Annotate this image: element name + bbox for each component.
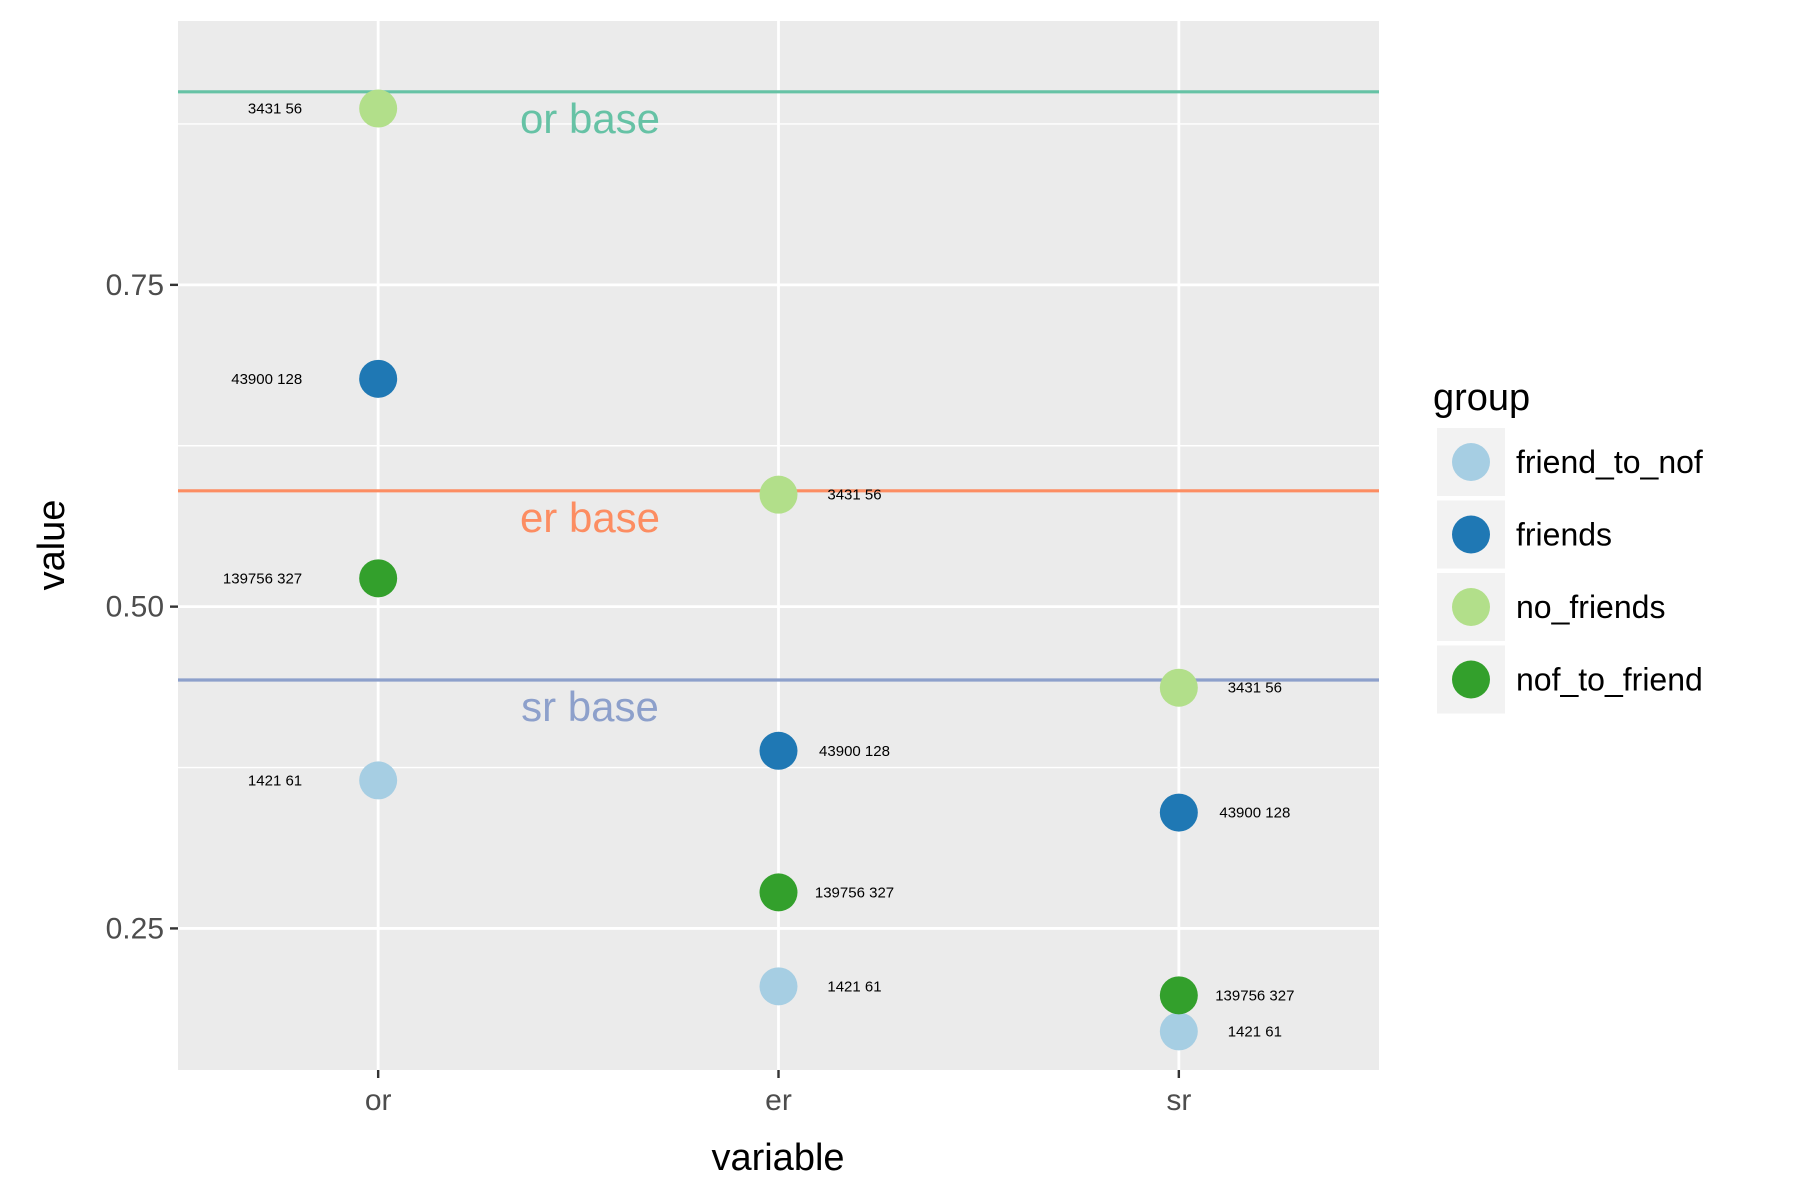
data-point xyxy=(1159,976,1198,1015)
point-labels: 1421 61 1421 61 1421 61 43900 128 43900 128 4… xyxy=(223,101,1295,1041)
y-tick-label: 0.25 xyxy=(106,912,164,945)
x-tick-label: or xyxy=(365,1084,392,1117)
point-label: 3431 56 xyxy=(248,101,302,118)
data-point xyxy=(1159,1012,1198,1051)
legend-swatch xyxy=(1452,515,1490,554)
data-point xyxy=(759,873,798,912)
legend-label: friends xyxy=(1516,517,1612,553)
x-tick-label: er xyxy=(765,1084,792,1117)
point-label: 3431 56 xyxy=(827,487,881,504)
reference-line-label: sr base xyxy=(521,683,659,730)
data-point xyxy=(359,559,398,598)
point-label: 139756 327 xyxy=(223,570,302,587)
legend-swatch xyxy=(1452,660,1490,699)
legend-swatch xyxy=(1452,588,1490,626)
x-axis: or er sr xyxy=(365,1070,1191,1117)
point-label: 43900 128 xyxy=(231,371,302,388)
reference-line-label: er base xyxy=(520,494,660,541)
x-axis-title: variable xyxy=(711,1137,844,1179)
legend-label: friend_to_nof xyxy=(1516,444,1703,480)
data-point xyxy=(759,967,798,1006)
legend-title: group xyxy=(1433,377,1530,419)
data-point xyxy=(359,761,398,800)
data-point xyxy=(759,475,798,514)
legend-swatch xyxy=(1452,443,1490,481)
point-label: 139756 327 xyxy=(815,884,894,901)
y-axis: 0.25 0.50 0.75 xyxy=(106,269,178,945)
data-point xyxy=(1159,793,1198,832)
data-points xyxy=(359,89,1198,1051)
legend-label: nof_to_friend xyxy=(1516,662,1703,698)
grid-major xyxy=(178,21,1379,1070)
data-point xyxy=(1159,668,1198,707)
reference-line-label: or base xyxy=(520,95,660,142)
point-label: 139756 327 xyxy=(1215,987,1294,1004)
point-label: 43900 128 xyxy=(1219,805,1290,822)
y-axis-title: value xyxy=(31,500,73,591)
data-point xyxy=(359,359,398,398)
point-label: 3431 56 xyxy=(1228,680,1282,697)
point-label: 43900 128 xyxy=(819,743,890,760)
y-tick-label: 0.75 xyxy=(106,269,164,302)
x-tick-label: sr xyxy=(1166,1084,1191,1117)
point-label: 1421 61 xyxy=(1228,1023,1282,1040)
data-point xyxy=(359,89,398,128)
point-label: 1421 61 xyxy=(827,978,881,995)
point-label: 1421 61 xyxy=(248,772,302,789)
y-tick-label: 0.50 xyxy=(106,591,164,624)
legend-label: no_friends xyxy=(1516,589,1665,625)
data-point xyxy=(759,731,798,770)
